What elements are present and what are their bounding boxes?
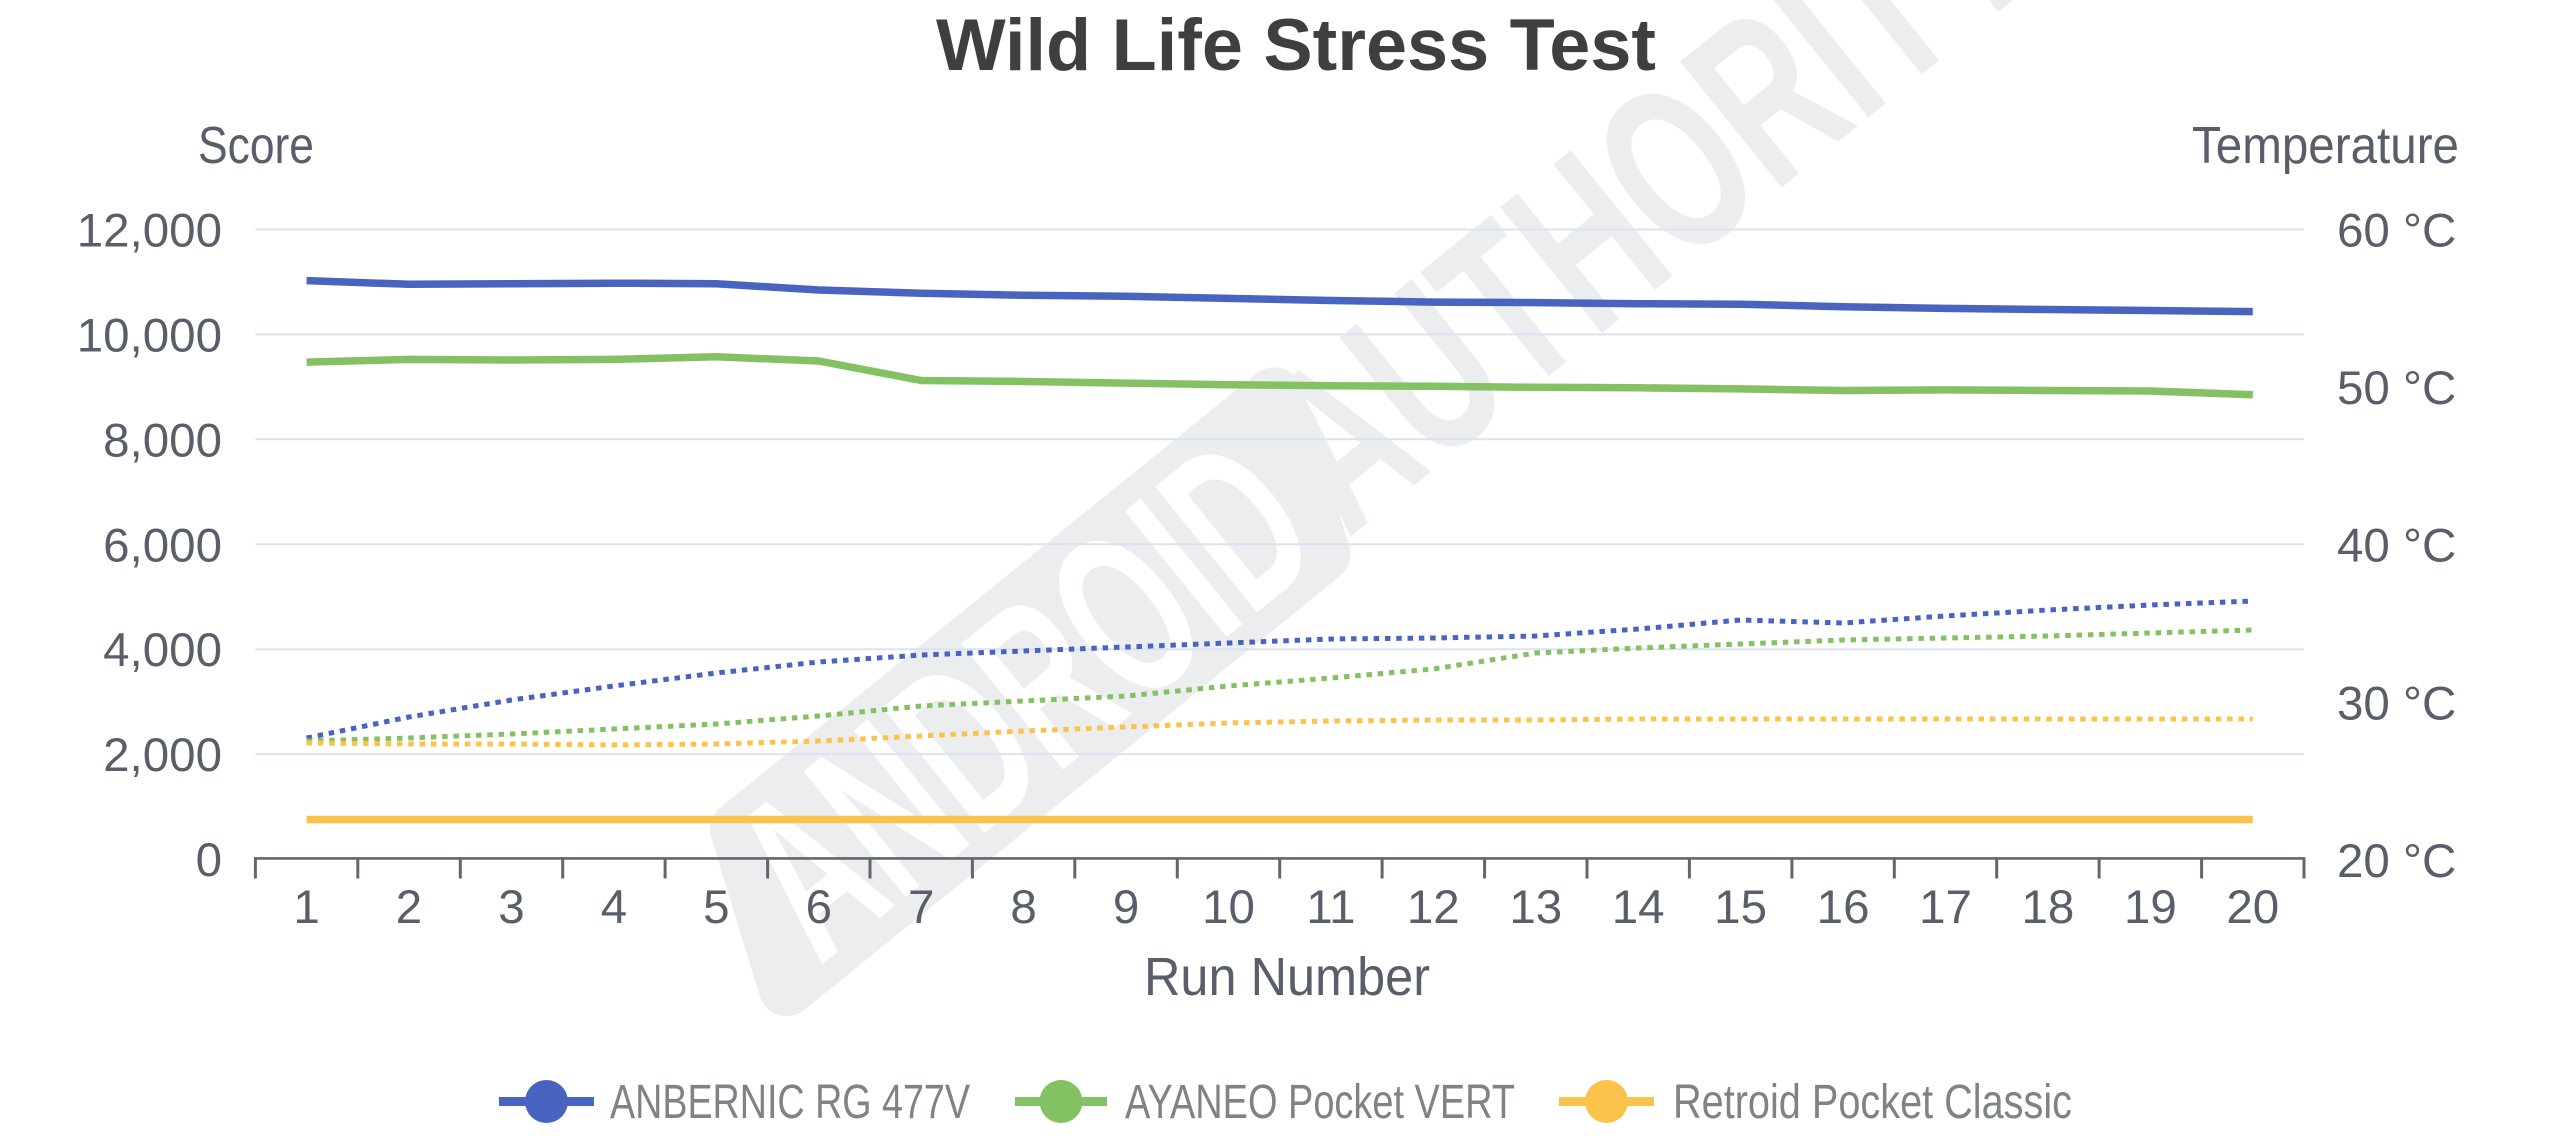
svg-text:50 °C: 50 °C: [2337, 362, 2456, 415]
svg-text:AYANEO Pocket VERT: AYANEO Pocket VERT: [1125, 1076, 1515, 1129]
svg-text:Score: Score: [198, 117, 314, 175]
svg-text:Temperature: Temperature: [2192, 117, 2459, 175]
svg-text:30 °C: 30 °C: [2337, 677, 2456, 730]
svg-text:6,000: 6,000: [103, 519, 222, 572]
svg-text:4,000: 4,000: [103, 624, 222, 677]
svg-text:5: 5: [703, 881, 729, 934]
svg-text:12: 12: [1407, 881, 1460, 934]
svg-text:17: 17: [1919, 881, 1972, 934]
svg-text:2,000: 2,000: [103, 729, 222, 782]
svg-text:20: 20: [2226, 881, 2279, 934]
svg-text:8,000: 8,000: [103, 414, 222, 467]
svg-text:ANBERNIC RG 477V: ANBERNIC RG 477V: [610, 1076, 970, 1129]
svg-text:13: 13: [1509, 881, 1562, 934]
svg-text:1: 1: [293, 881, 319, 934]
svg-text:2: 2: [396, 881, 422, 934]
svg-text:0: 0: [196, 834, 222, 887]
svg-text:16: 16: [1817, 881, 1870, 934]
svg-text:10: 10: [1202, 881, 1255, 934]
svg-text:3: 3: [498, 881, 524, 934]
svg-text:18: 18: [2021, 881, 2074, 934]
svg-text:9: 9: [1113, 881, 1139, 934]
svg-text:19: 19: [2124, 881, 2177, 934]
svg-text:Retroid Pocket Classic: Retroid Pocket Classic: [1673, 1076, 2072, 1129]
svg-text:8: 8: [1010, 881, 1036, 934]
svg-text:11: 11: [1306, 881, 1355, 934]
svg-text:12,000: 12,000: [77, 205, 222, 258]
svg-text:10,000: 10,000: [77, 309, 222, 362]
svg-text:Wild Life Stress Test: Wild Life Stress Test: [936, 5, 1656, 86]
svg-text:40 °C: 40 °C: [2337, 520, 2456, 573]
svg-text:20 °C: 20 °C: [2337, 835, 2456, 888]
svg-text:Run Number: Run Number: [1144, 947, 1430, 1007]
svg-text:6: 6: [806, 881, 832, 934]
svg-text:60 °C: 60 °C: [2337, 205, 2456, 258]
svg-text:14: 14: [1612, 881, 1665, 934]
svg-text:7: 7: [908, 881, 934, 934]
svg-text:4: 4: [601, 881, 627, 934]
svg-text:15: 15: [1714, 881, 1767, 934]
